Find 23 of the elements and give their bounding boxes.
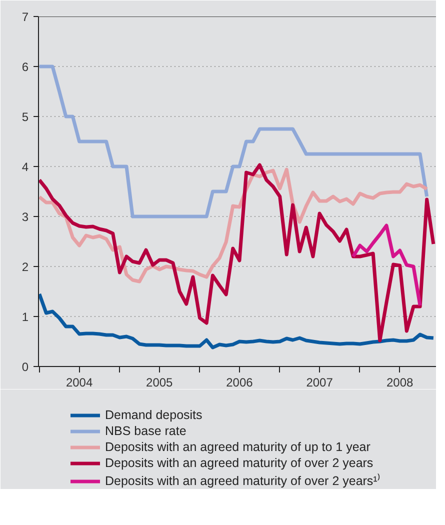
y-tick-label: 3: [22, 210, 29, 224]
y-tick-label: 0: [22, 360, 29, 374]
x-tick-label: 2006: [226, 376, 254, 390]
y-tick-label: 6: [22, 60, 29, 74]
legend-label: Deposits with an agreed maturity of over 2 years¹⁾: [105, 472, 380, 489]
legend-label: NBS base rate: [105, 424, 186, 438]
x-tick-label: 2008: [386, 376, 414, 390]
y-tick-label: 7: [22, 10, 29, 24]
line-series: [38, 292, 436, 350]
x-tick-label: 2005: [146, 376, 174, 390]
line-series: [38, 168, 429, 284]
line-series: [351, 224, 422, 308]
legend-label: Deposits with an agreed maturity of up to 1 year: [105, 440, 370, 454]
line-series: [38, 64, 429, 218]
y-tick-label: 4: [22, 160, 29, 174]
legend-label: Demand deposits: [105, 408, 202, 422]
line-series: [38, 163, 436, 342]
x-tick-label: 2007: [306, 376, 334, 390]
legend-label: Deposits with an agreed maturity of over 2 years: [105, 456, 374, 470]
x-tick-label: 2004: [66, 376, 93, 390]
y-tick-label: 2: [22, 260, 29, 274]
y-tick-label: 5: [22, 110, 29, 124]
y-tick-label: 1: [22, 310, 29, 324]
